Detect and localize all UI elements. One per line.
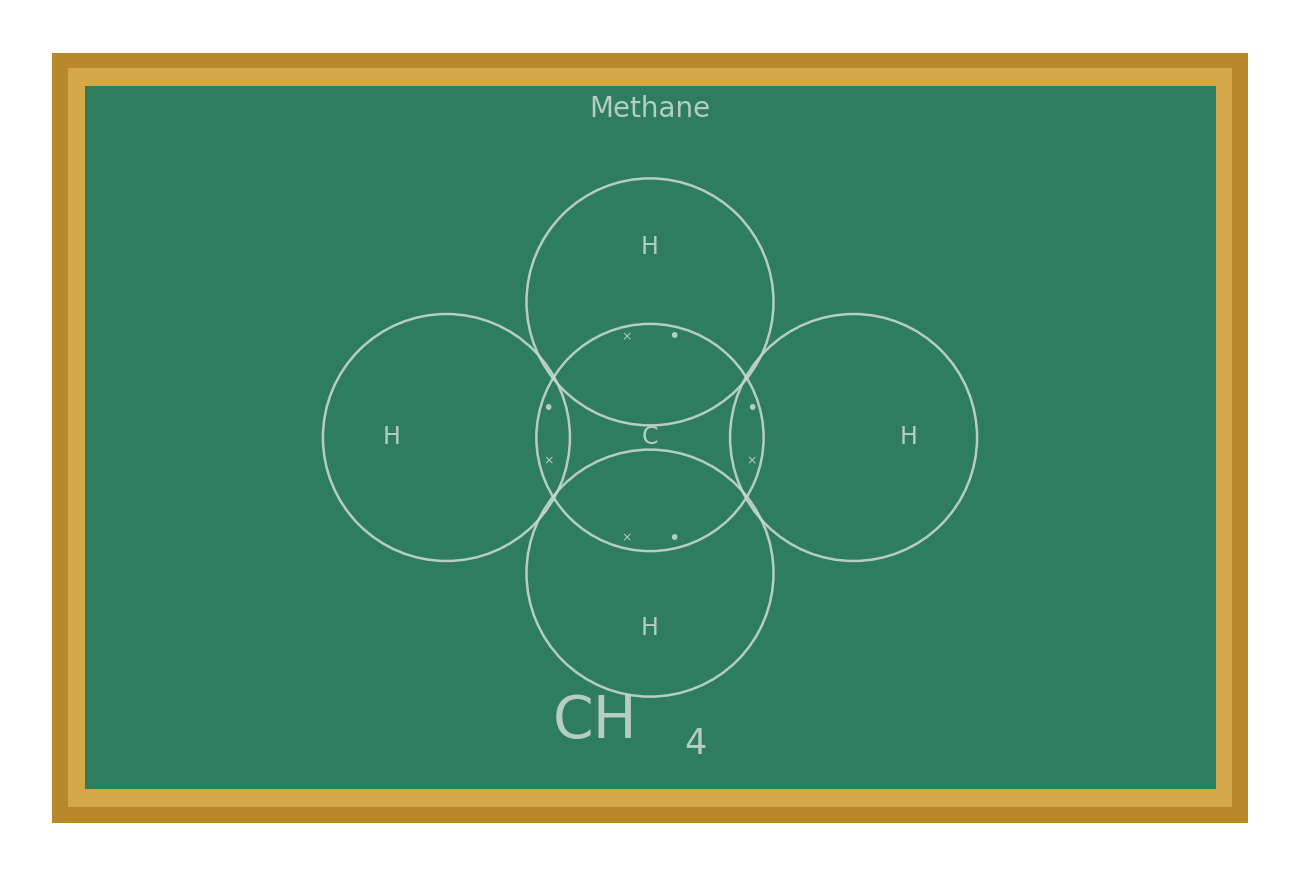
Text: H: H xyxy=(900,425,916,450)
Text: •: • xyxy=(668,327,679,346)
Text: 4: 4 xyxy=(684,727,707,760)
Text: ×: × xyxy=(543,454,554,467)
Text: H: H xyxy=(641,235,659,259)
Text: •: • xyxy=(668,528,679,548)
Text: ×: × xyxy=(621,330,632,343)
Text: ×: × xyxy=(621,532,632,545)
Text: CH: CH xyxy=(552,693,637,751)
Text: •: • xyxy=(542,399,554,418)
Text: Methane: Methane xyxy=(589,95,711,123)
FancyBboxPatch shape xyxy=(52,52,1248,822)
Text: H: H xyxy=(641,616,659,640)
FancyBboxPatch shape xyxy=(68,68,1232,807)
Text: ×: × xyxy=(746,454,757,467)
Text: H: H xyxy=(384,425,400,450)
Text: C: C xyxy=(642,425,658,450)
FancyBboxPatch shape xyxy=(84,86,1216,789)
Text: •: • xyxy=(746,399,758,418)
